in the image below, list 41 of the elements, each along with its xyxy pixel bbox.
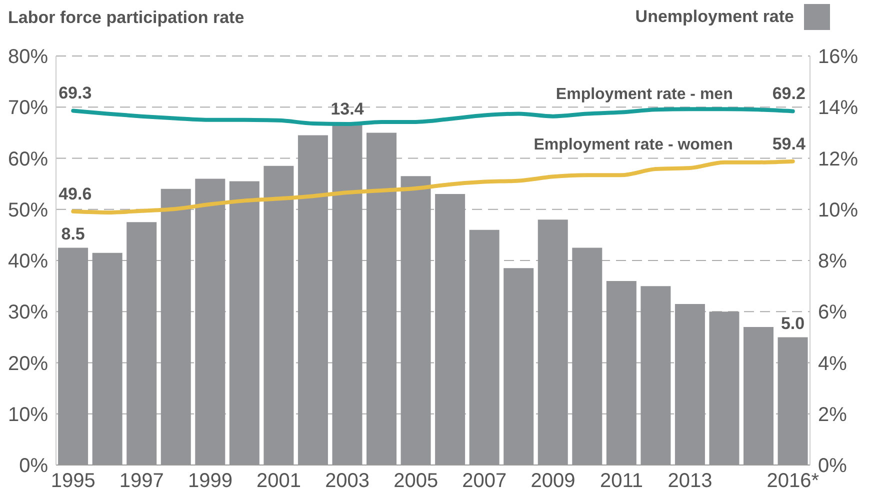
x-tick-label: 2005 bbox=[394, 470, 438, 492]
x-tick-label: 2001 bbox=[256, 470, 302, 492]
y-tick-label: 40% bbox=[8, 250, 48, 273]
legend: Unemployment rate bbox=[635, 4, 830, 30]
data-label: 13.4 bbox=[330, 99, 364, 118]
y-tick-label: 0% bbox=[19, 455, 48, 478]
legend-label: Unemployment rate bbox=[635, 7, 794, 27]
y-tick-label: 60% bbox=[8, 148, 48, 170]
y-tick-label: 30% bbox=[8, 302, 48, 324]
x-tick-label: 2013 bbox=[668, 470, 712, 492]
y2-tick-label: 4% bbox=[818, 352, 848, 375]
series-label: Employment rate - men bbox=[556, 86, 733, 104]
data-label: 5.0 bbox=[780, 314, 805, 334]
y-tick-label: 80% bbox=[8, 46, 48, 68]
y-tick-label: 10% bbox=[8, 404, 48, 426]
data-label: 59.4 bbox=[772, 134, 806, 154]
y-axis-title: Labor force participation rate bbox=[8, 8, 244, 28]
x-tick-label: 2011 bbox=[600, 470, 644, 492]
x-tick-label: 1997 bbox=[119, 470, 164, 492]
y2-tick-label: 2% bbox=[818, 404, 848, 426]
y-tick-label: 50% bbox=[8, 199, 48, 222]
x-tick-label: 1999 bbox=[188, 470, 232, 492]
y2-tick-label: 0% bbox=[818, 455, 848, 478]
data-label: 8.5 bbox=[61, 224, 85, 244]
y2-tick-label: 10% bbox=[818, 199, 858, 222]
y2-tick-label: 6% bbox=[818, 302, 848, 324]
y2-tick-label: 8% bbox=[818, 250, 848, 273]
y2-tick-label: 14% bbox=[818, 97, 858, 120]
x-tick-label: 2003 bbox=[325, 470, 370, 492]
data-label: 69.2 bbox=[772, 84, 806, 104]
y2-tick-label: 12% bbox=[818, 148, 858, 170]
data-label: 49.6 bbox=[58, 184, 92, 204]
y2-tick-label: 16% bbox=[818, 46, 858, 68]
series-label: Employment rate - women bbox=[534, 136, 733, 154]
x-tick-label: 2009 bbox=[530, 470, 576, 492]
x-tick-label: 2007 bbox=[462, 470, 507, 492]
data-label: 69.3 bbox=[58, 84, 92, 103]
x-tick-label: 1995 bbox=[50, 470, 96, 492]
x-tick-label: 2016* bbox=[766, 470, 820, 492]
y-tick-label: 20% bbox=[8, 352, 48, 375]
y-tick-label: 70% bbox=[8, 97, 48, 120]
